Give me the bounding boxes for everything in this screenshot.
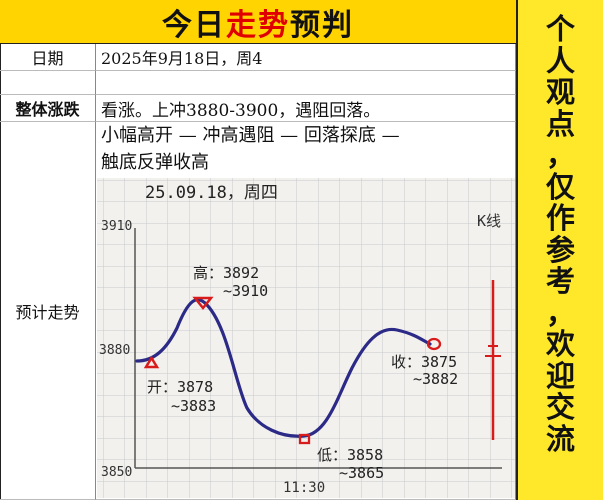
disclaimer-char: ， [545,138,575,172]
grid-paper [97,178,515,498]
blank-value [96,71,516,95]
low-marker [298,433,311,445]
high-marker [192,296,214,311]
trend-label: 预计走势 [0,122,96,500]
trend-cell [96,122,516,500]
disclaimer-text: 个人观点，仅作参考，欢迎交流 [518,12,603,456]
open-marker [143,355,160,369]
disclaimer-char: 交 [545,390,575,424]
trend-line-2: 触底反弹收高 [101,152,209,173]
disclaimer-char: ， [545,295,575,330]
disclaimer-sidebar: 个人观点，仅作参考，欢迎交流 [516,0,603,500]
disclaimer-char: 欢 [545,327,575,361]
disclaimer-char: 考 [545,264,575,298]
close-annotation-1: 收：3875 [391,353,457,371]
trend-curve [135,298,432,438]
disclaimer-char: 点 [545,106,575,141]
open-annotation-2: ~3883 [171,397,216,415]
title-highlight: 走势 [226,7,290,43]
disclaimer-char: 仅 [545,169,575,204]
y-label-top: 3910 [101,219,132,234]
low-annotation-1: 低：3858 [317,446,383,464]
date-value: 2025年9月18日，周4 [96,44,516,71]
close-annotation-2: ~3882 [413,370,458,388]
disclaimer-char: 作 [545,201,575,235]
x-label: 11:30 [283,480,325,496]
y-label-mid: 3880 [99,343,130,358]
disclaimer-char: 人 [545,43,575,78]
page-title: 今日 走势 预判 [0,0,516,44]
sketch-svg: 25.09.18，周四 3910 3880 3850 11:30 K线 开：38… [97,178,515,498]
disclaimer-char: 个 [545,12,575,46]
sketch-header: 25.09.18，周四 [145,183,278,203]
low-annotation-2: ~3865 [339,464,384,482]
open-annotation-1: 开：3878 [147,378,213,396]
title-part-2: 预判 [290,7,354,43]
overall-label: 整体涨跌 [0,95,96,122]
date-label: 日期 [0,44,96,71]
sketch-photo: 25.09.18，周四 3910 3880 3850 11:30 K线 开：38… [97,178,515,498]
title-part-1: 今日 [162,7,226,43]
blank-label [0,71,96,95]
y-label-bottom: 3850 [101,465,132,480]
high-annotation-2: ~3910 [223,282,268,300]
trend-line-1: 小幅高开 — 冲高遇阻 — 回落探底 — [101,125,400,146]
high-annotation-1: 高：3892 [193,264,259,282]
trend-description: 小幅高开 — 冲高遇阻 — 回落探底 — 触底反弹收高 [101,122,513,176]
overall-value: 看涨。上冲3880-3900，遇阻回落。 [96,95,516,122]
disclaimer-char: 流 [545,421,575,456]
disclaimer-char: 参 [545,232,575,267]
disclaimer-char: 观 [545,75,575,109]
kline-label: K线 [477,212,501,230]
disclaimer-char: 迎 [545,358,575,393]
close-marker [426,337,442,351]
